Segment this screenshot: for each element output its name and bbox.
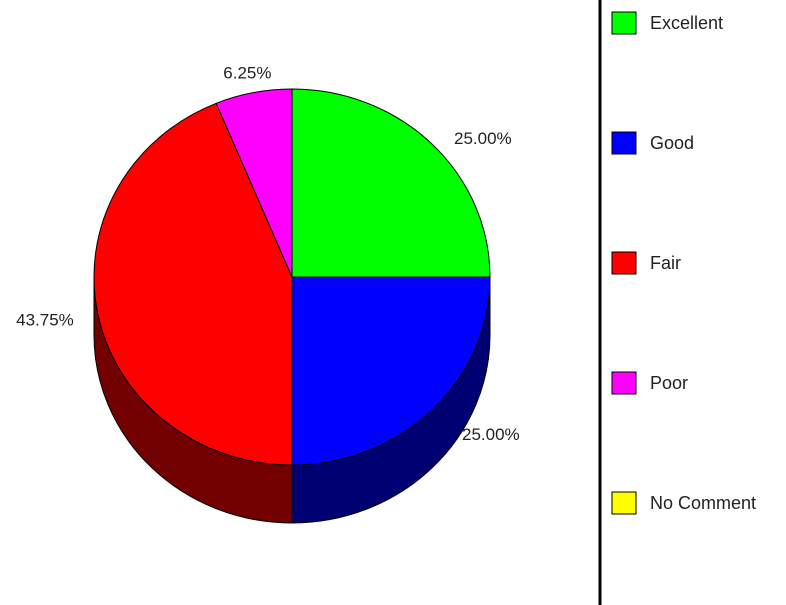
- pct-label-good: 25.00%: [462, 425, 520, 444]
- pie-slice-fair: [93, 102, 293, 466]
- pie-slice-good: [291, 276, 491, 466]
- legend-swatch: [611, 131, 637, 155]
- legend-item-poor: Poor: [611, 371, 688, 395]
- pct-label-fair: 43.75%: [16, 311, 74, 330]
- legend-label: Poor: [650, 373, 688, 393]
- legend-swatch: [611, 491, 637, 515]
- legend-swatch: [611, 251, 637, 275]
- legend-item-no-comment: No Comment: [611, 491, 756, 515]
- legend-label: Excellent: [650, 13, 723, 33]
- legend-label: Fair: [650, 253, 681, 273]
- pie-slice-excellent: [291, 88, 491, 278]
- pct-label-poor: 6.25%: [223, 64, 271, 83]
- legend-item-good: Good: [611, 131, 694, 155]
- legend: Excellent Good Fair Poor No Comment: [611, 11, 756, 515]
- legend-label: No Comment: [650, 493, 756, 513]
- pie-labels-group: 25.00% 25.00% 43.75% 6.25%: [16, 64, 520, 444]
- legend-item-excellent: Excellent: [611, 11, 723, 35]
- legend-item-fair: Fair: [611, 251, 681, 275]
- pie-slices-group: [93, 88, 491, 466]
- legend-label: Good: [650, 133, 694, 153]
- pct-label-excellent: 25.00%: [454, 129, 512, 148]
- legend-swatch: [611, 371, 637, 395]
- legend-swatch: [611, 11, 637, 35]
- pie-slice-poor: [215, 88, 293, 278]
